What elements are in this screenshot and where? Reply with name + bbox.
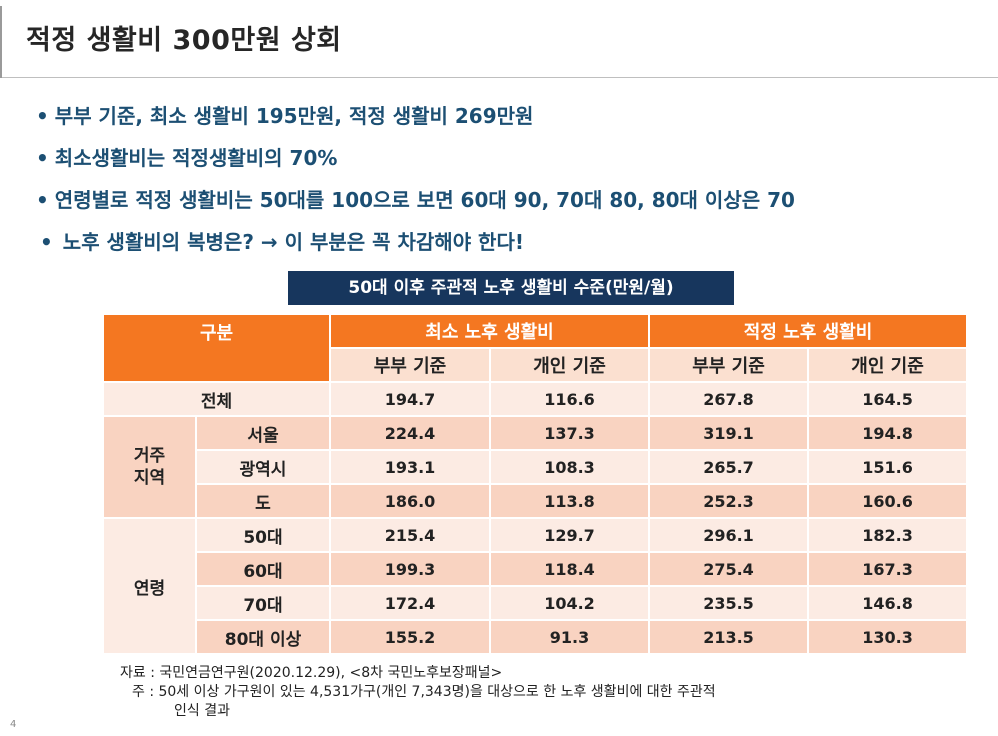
- cell-value: 130.3: [807, 619, 969, 655]
- cell-value: 193.1: [329, 449, 491, 485]
- cell-value: 108.3: [488, 449, 651, 485]
- cell-value: 215.4: [329, 517, 491, 553]
- table-row: 80대 이상 155.2 91.3 213.5 130.3: [103, 619, 969, 655]
- cell-value: 146.8: [807, 585, 969, 621]
- cell-value: 224.4: [329, 415, 491, 451]
- row-label: 서울: [195, 415, 331, 451]
- cell-value: 118.4: [488, 551, 651, 587]
- footnote-line-continued: 인식 결과: [174, 703, 230, 719]
- cell-value: 113.8: [488, 483, 651, 519]
- cell-value: 151.6: [807, 449, 969, 485]
- table-row: 연령 50대 215.4 129.7 296.1 182.3: [102, 517, 969, 655]
- table-title: 50대 이후 주관적 노후 생활비 수준(만원/월): [288, 271, 734, 305]
- cell-value: 186.0: [329, 483, 491, 519]
- subheader-individual-min: 개인 기준: [488, 347, 651, 383]
- cell-value: 267.8: [648, 381, 810, 417]
- cell-value: 265.7: [648, 449, 810, 485]
- row-label: 80대 이상: [195, 619, 331, 655]
- cell-value: 252.3: [648, 483, 810, 519]
- row-label: 70대: [195, 585, 331, 621]
- cell-value: 319.1: [648, 415, 810, 451]
- page-number: 4: [10, 719, 17, 730]
- cell-value: 235.5: [648, 585, 810, 621]
- cell-value: 275.4: [648, 551, 810, 587]
- bullet-item: • 최소생활비는 적정생활비의 70%: [36, 137, 986, 179]
- header-adequate-cost: 적정 노후 생활비: [648, 313, 969, 349]
- table-row: 60대 199.3 118.4 275.4 167.3: [103, 551, 969, 587]
- bullet-marker: •: [36, 146, 49, 170]
- subheader-couple-min: 부부 기준: [329, 347, 491, 383]
- group-label-age: 연령: [102, 517, 197, 655]
- cell-value: 182.3: [807, 517, 969, 553]
- bullet-item: • 연령별로 적정 생활비는 50대를 100으로 보면 60대 90, 70대 …: [36, 179, 986, 221]
- bullet-item: • 부부 기준, 최소 생활비 195만원, 적정 생활비 269만원: [36, 95, 986, 137]
- table-row: 전체 194.7 116.6 267.8 164.5: [102, 381, 969, 417]
- cell-value: 164.5: [807, 381, 969, 417]
- bullet-text: 노후 생활비의 복병은? → 이 부분은 꼭 차감해야 한다!: [62, 230, 524, 254]
- bullet-list: • 부부 기준, 최소 생활비 195만원, 적정 생활비 269만원 • 최소생활…: [36, 95, 986, 263]
- row-label: 도: [195, 483, 331, 519]
- row-label: 60대: [195, 551, 331, 587]
- cell-value: 91.3: [488, 619, 651, 655]
- source-line: 자료 : 국민연금연구원(2020.12.29), <8차 국민노후보장패널>: [120, 665, 503, 681]
- cell-value: 194.8: [807, 415, 969, 451]
- bullet-text: 연령별로 적정 생활비는 50대를 100으로 보면 60대 90, 70대 8…: [54, 188, 795, 212]
- table-row: 도 186.0 113.8 252.3 160.6: [103, 483, 969, 519]
- cell-value: 296.1: [648, 517, 810, 553]
- header-min-cost: 최소 노후 생활비: [328, 313, 651, 349]
- header-group: 구분: [102, 313, 331, 383]
- group-label-region-text: 거주 지역: [133, 446, 166, 488]
- cell-value: 194.7: [329, 381, 491, 417]
- subheader-couple-adequate: 부부 기준: [648, 347, 810, 383]
- page-title: 적정 생활비 300만원 상회: [26, 25, 342, 56]
- cell-value: 167.3: [807, 551, 969, 587]
- row-label: 광역시: [195, 449, 331, 485]
- title-bar: 적정 생활비 300만원 상회: [0, 0, 998, 78]
- bullet-marker: •: [36, 188, 49, 212]
- table-row: 70대 172.4 104.2 235.5 146.8: [103, 585, 969, 621]
- cell-value: 116.6: [488, 381, 651, 417]
- cell-value: 172.4: [329, 585, 491, 621]
- source-note: 자료 : 국민연금연구원(2020.12.29), <8차 국민노후보장패널> …: [120, 664, 716, 721]
- row-label-total: 전체: [102, 381, 331, 417]
- bullet-item: • 노후 생활비의 복병은? → 이 부분은 꼭 차감해야 한다!: [36, 221, 986, 263]
- cell-value: 160.6: [807, 483, 969, 519]
- row-label: 50대: [195, 517, 331, 553]
- bullet-text: 최소생활비는 적정생활비의 70%: [54, 146, 338, 170]
- subheader-individual-adequate: 개인 기준: [807, 347, 969, 383]
- cell-value: 199.3: [329, 551, 491, 587]
- table-row: 거주 지역 서울 224.4 137.3 319.1 194.8: [102, 415, 969, 519]
- bullet-text: 부부 기준, 최소 생활비 195만원, 적정 생활비 269만원: [54, 104, 534, 128]
- cell-value: 137.3: [488, 415, 651, 451]
- cell-value: 129.7: [488, 517, 651, 553]
- footnote-line: 주 : 50세 이상 가구원이 있는 4,531가구(개인 7,343명)을 대…: [132, 684, 716, 700]
- table-row: 광역시 193.1 108.3 265.7 151.6: [103, 449, 969, 485]
- cell-value: 213.5: [648, 619, 810, 655]
- living-cost-table: 구분 최소 노후 생활비 적정 노후 생활비 부부 기준 개인 기준 부부 기준…: [102, 313, 969, 655]
- title-left-rule: [0, 6, 2, 78]
- cell-value: 155.2: [329, 619, 491, 655]
- group-label-region: 거주 지역: [102, 415, 197, 519]
- cell-value: 104.2: [488, 585, 651, 621]
- bullet-marker: •: [40, 230, 53, 254]
- bullet-marker: •: [36, 104, 49, 128]
